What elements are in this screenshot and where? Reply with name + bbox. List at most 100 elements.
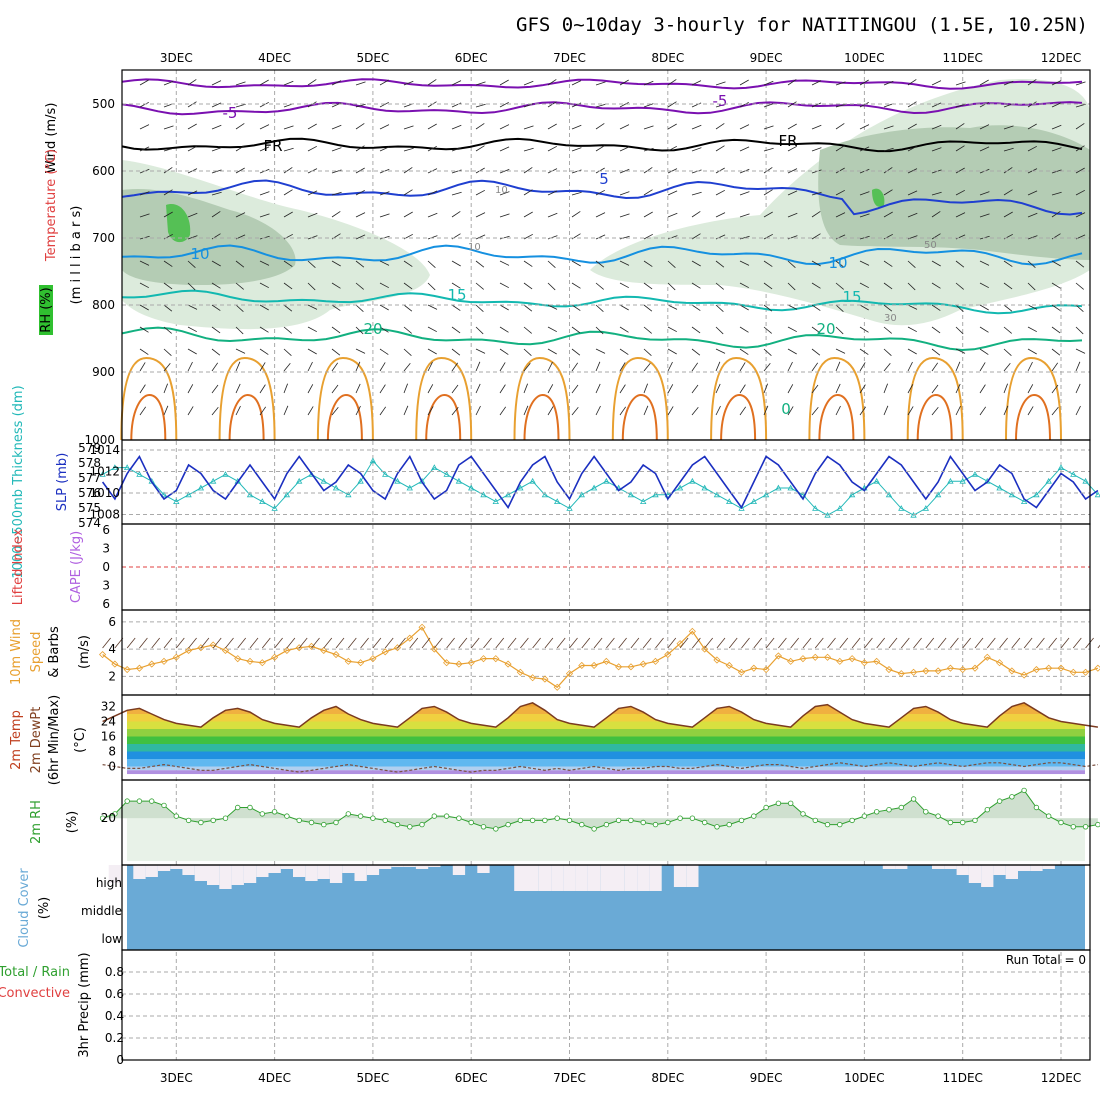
cloud-axis-label: Cloud Cover [17, 868, 32, 948]
wind-barb [955, 103, 966, 108]
cloud-gap [587, 865, 601, 891]
cloud-gap [944, 865, 957, 869]
wind-barb [163, 189, 173, 196]
wind-barb [451, 282, 461, 289]
bottom-date-label: 4DEC [258, 1071, 291, 1085]
wind-speed-point [676, 640, 684, 648]
wind-barb [499, 235, 510, 240]
rh-line [102, 789, 1098, 830]
thickness-point [492, 498, 499, 504]
wind-barb [955, 145, 965, 152]
wind-barb [1003, 167, 1013, 174]
wind-barb [451, 191, 462, 196]
wind-speed-point [430, 645, 438, 653]
thickness-point [554, 498, 561, 504]
wind-barb [307, 79, 317, 86]
wind-speed-point [1045, 664, 1053, 672]
wind-barb [907, 123, 917, 130]
wind-barb [259, 384, 266, 394]
panel-frame-precip [121, 949, 1091, 1061]
thickness-point [713, 491, 721, 498]
wind-barb [331, 362, 339, 372]
wind-barb [547, 212, 558, 218]
wind-barb [739, 362, 746, 372]
wind-barb [691, 211, 701, 218]
cloud-gap [256, 865, 269, 877]
cloud-gap [551, 865, 564, 891]
wind-barb [907, 168, 918, 174]
cloud-gap [575, 865, 588, 891]
wind-speed-point [578, 661, 586, 670]
cloud-gap [268, 865, 281, 873]
wind-speed-point [860, 659, 868, 667]
wind-barb [1027, 282, 1036, 291]
wind-barb [643, 189, 653, 196]
rh-point [1033, 804, 1040, 811]
wind-barb [259, 362, 266, 372]
thickness-point [1070, 471, 1077, 477]
wind-barb [763, 103, 774, 108]
wind-barb [883, 167, 893, 174]
rh-point [579, 821, 585, 828]
wind-barb [859, 260, 870, 266]
wind-barb [763, 326, 772, 334]
wind-barb [739, 406, 747, 416]
cloud-level-label: high [96, 876, 122, 890]
wind-barb [619, 213, 630, 218]
wind-barb [667, 406, 674, 416]
wind-barb [907, 190, 918, 196]
wind-barb [499, 146, 510, 152]
wind-barb [427, 190, 438, 196]
rh-point [677, 815, 683, 821]
wind-barb-surface [913, 637, 922, 649]
wind-barb [1075, 81, 1086, 86]
contour-minus5 [121, 101, 1083, 116]
wind-speed-point [787, 657, 795, 665]
wind-barb [1075, 123, 1085, 130]
precip-tick: 0.6 [105, 987, 124, 1001]
wind-barb [1075, 405, 1081, 416]
wind-barb-surface [679, 637, 689, 649]
wind-barb [379, 362, 386, 372]
wind-barb-surface [655, 637, 664, 649]
thickness-point [812, 505, 819, 511]
wind-barb [715, 189, 725, 196]
wind-barb [739, 282, 749, 289]
rh-point [234, 804, 241, 811]
rh-point [136, 798, 143, 804]
wind-barb [355, 361, 361, 372]
wind-barb [643, 211, 653, 218]
thickness-tick: 577 [78, 471, 101, 485]
wind-barb [667, 304, 678, 310]
cloud-gap [342, 865, 355, 873]
wind-barb [1075, 212, 1086, 218]
wind-barb [379, 260, 390, 266]
wind-barb [739, 384, 746, 394]
wind-barb [1027, 190, 1038, 196]
wind-barb [283, 125, 294, 130]
contour-25c [415, 356, 473, 441]
wind-barb [883, 304, 893, 312]
wind-barb [619, 191, 630, 196]
wind-barb [715, 361, 721, 372]
wind-barb [931, 406, 939, 416]
rh2m-unit-label: (%) [65, 811, 80, 834]
wind-barb [883, 125, 894, 130]
wind-barb [955, 326, 964, 335]
top-date-label: 8DEC [651, 51, 684, 65]
wind-barb [763, 80, 774, 86]
wind-speed-point [959, 665, 967, 674]
contour-25c [710, 356, 768, 441]
wind-barb [235, 81, 246, 86]
wind-barb [907, 304, 918, 310]
rh-point [345, 811, 351, 817]
temp-axis-label-1: 2m Temp [9, 710, 24, 770]
cloud-gap [317, 865, 330, 879]
temperature-mask [102, 695, 1098, 728]
wind-barb [1027, 326, 1037, 333]
cloud-unit-label: (%) [37, 897, 52, 920]
wind-speed-point [369, 655, 377, 663]
wind-barb [883, 147, 894, 152]
wind-barb [619, 79, 629, 86]
wind-barb-surface [716, 637, 726, 649]
